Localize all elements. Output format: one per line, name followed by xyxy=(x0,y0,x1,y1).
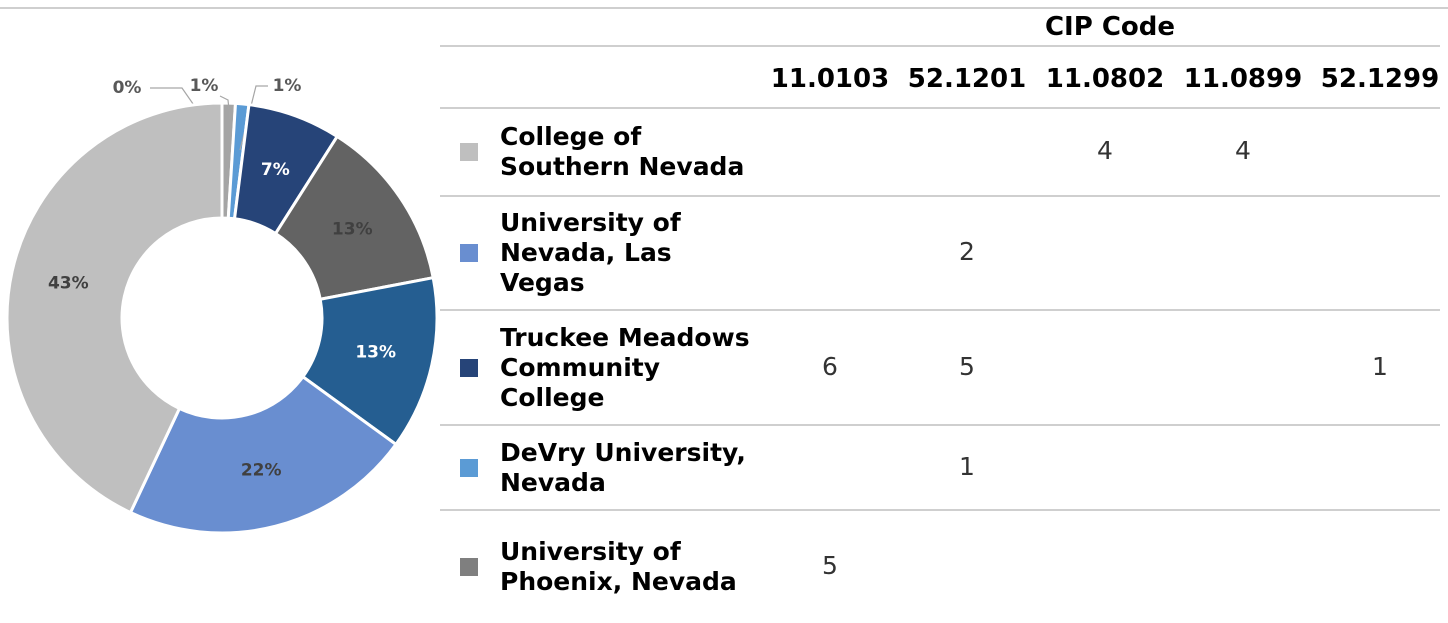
legend-swatch xyxy=(460,244,478,262)
table-cell: 4 xyxy=(1235,136,1251,165)
column-header: 11.0103 xyxy=(770,64,890,94)
table-cell: 1 xyxy=(959,451,975,481)
table-cell: 5 xyxy=(822,550,838,580)
row-name: College of Southern Nevada xyxy=(500,122,745,181)
table-cell: 5 xyxy=(959,351,975,381)
column-header: 52.1201 xyxy=(907,64,1027,94)
row-name: Truckee Meadows Community College xyxy=(500,322,750,412)
table-cell: 6 xyxy=(822,351,838,381)
data-label: 1% xyxy=(273,76,302,96)
data-label: 13% xyxy=(355,342,396,362)
row-name: DeVry University, Nevada xyxy=(500,437,746,497)
data-label: 22% xyxy=(241,461,282,481)
slice xyxy=(128,374,399,535)
table-cell: 2 xyxy=(959,237,975,266)
slice xyxy=(273,134,435,302)
slice xyxy=(300,275,439,447)
table-cell: 4 xyxy=(1097,136,1113,165)
slice xyxy=(5,101,224,515)
column-header: 52.1299 xyxy=(1320,64,1440,94)
data-label: 7% xyxy=(261,160,290,180)
data-label: 43% xyxy=(48,274,89,294)
table-cell: 1 xyxy=(1372,351,1388,381)
legend-swatch xyxy=(460,458,478,477)
row-name: University of Phoenix, Nevada xyxy=(500,536,737,596)
column-header: 11.0899 xyxy=(1183,64,1303,94)
legend-swatch xyxy=(460,557,478,576)
column-header: 11.0802 xyxy=(1045,64,1165,94)
legend-swatch xyxy=(460,358,478,377)
data-label: 13% xyxy=(332,219,373,239)
table-title: CIP Code xyxy=(1044,12,1176,42)
row-name: University of Nevada, Las Vegas xyxy=(500,208,681,297)
data-label: 0% xyxy=(113,78,142,98)
legend-swatch xyxy=(460,143,478,161)
data-label: 1% xyxy=(190,76,219,96)
